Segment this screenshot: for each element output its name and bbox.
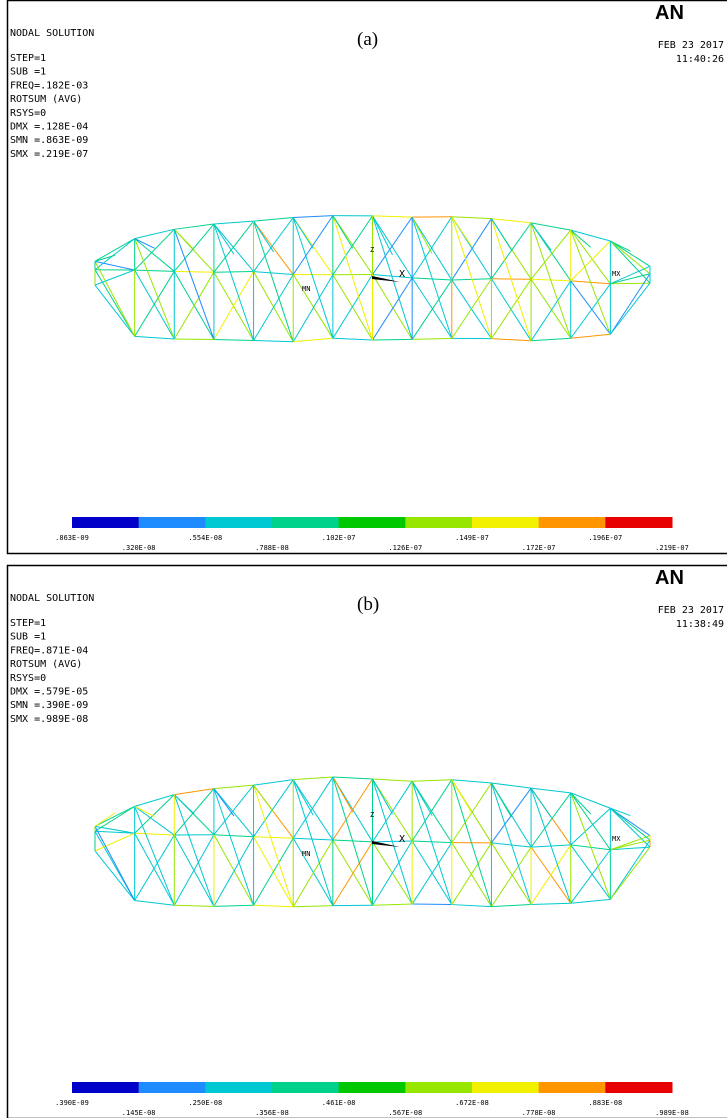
- info-line: SMX =.219E-07: [10, 149, 88, 160]
- axis-x: X: [399, 269, 405, 280]
- info-line: SMN =.863E-09: [10, 135, 88, 146]
- info-line: RSYS=0: [10, 108, 46, 119]
- legend-label: .883E-08: [588, 1099, 622, 1107]
- figure: (a) NODAL SOLUTION STEP=1 SUB =1 FREQ=.182E-…: [0, 0, 727, 1118]
- legend-swatch: [605, 517, 672, 528]
- legend-label: .567E-08: [388, 1109, 422, 1117]
- legend-label: .102E-07: [322, 534, 356, 542]
- date: FEB 23 2017: [658, 605, 724, 616]
- max-label: MX: [612, 270, 621, 278]
- info-line: ROTSUM (AVG): [10, 94, 82, 105]
- axis-z: Z: [370, 811, 374, 819]
- legend-swatch: [472, 1082, 539, 1093]
- mesh-edge: [373, 339, 413, 340]
- min-label: MN: [302, 285, 310, 293]
- legend-label: .172E-07: [522, 544, 556, 552]
- info-line: SMN =.390E-09: [10, 700, 88, 711]
- heading: NODAL SOLUTION: [10, 28, 94, 39]
- legend-swatch: [205, 1082, 272, 1093]
- legend-label: .196E-07: [588, 534, 622, 542]
- date: FEB 23 2017: [658, 40, 724, 51]
- info-line: ROTSUM (AVG): [10, 659, 82, 670]
- legend-label: .554E-08: [188, 534, 222, 542]
- mesh-edge: [412, 904, 452, 905]
- info-line: FREQ=.182E-03: [10, 80, 88, 91]
- legend-label: .320E-08: [122, 544, 156, 552]
- legend-swatch: [72, 1082, 139, 1093]
- mesh-edge: [214, 272, 254, 273]
- info-line: STEP=1: [10, 618, 46, 629]
- legend-label: .250E-08: [188, 1099, 222, 1107]
- time: 11:38:49: [676, 619, 724, 630]
- legend-swatch: [139, 1082, 206, 1093]
- legend-label: .356E-08: [255, 1109, 289, 1117]
- time: 11:40:26: [676, 54, 724, 65]
- legend-label: .989E-08: [655, 1109, 689, 1117]
- legend-swatch: [472, 517, 539, 528]
- legend-swatch: [272, 1082, 339, 1093]
- logo: AN: [655, 567, 684, 589]
- panel: (a) NODAL SOLUTION STEP=1 SUB =1 FREQ=.182E-…: [8, 1, 727, 554]
- info-line: SUB =1: [10, 632, 46, 643]
- legend-label: .863E-09: [55, 534, 89, 542]
- info-line: STEP=1: [10, 53, 46, 64]
- axis-z: Z: [370, 246, 374, 254]
- legend-swatch: [72, 517, 139, 528]
- legend-label: .461E-08: [322, 1099, 356, 1107]
- panel-label: (a): [357, 29, 378, 50]
- info-line: RSYS=0: [10, 673, 46, 684]
- legend-swatch: [339, 1082, 406, 1093]
- legend-label: .788E-08: [255, 544, 289, 552]
- info-line: DMX =.128E-04: [10, 122, 88, 133]
- heading: NODAL SOLUTION: [10, 593, 94, 604]
- max-label: MX: [612, 835, 621, 843]
- legend-label: .778E-08: [522, 1109, 556, 1117]
- legend-label: .219E-07: [655, 544, 689, 552]
- legend-label: .126E-07: [388, 544, 422, 552]
- min-label: MN: [302, 850, 310, 858]
- info-line: SUB =1: [10, 67, 46, 78]
- legend-swatch: [539, 1082, 606, 1093]
- logo: AN: [655, 2, 684, 24]
- info-line: FREQ=.871E-04: [10, 645, 88, 656]
- legend-swatch: [405, 1082, 472, 1093]
- legend-swatch: [272, 517, 339, 528]
- legend-label: .672E-08: [455, 1099, 489, 1107]
- info-line: DMX =.579E-05: [10, 687, 88, 698]
- legend-swatch: [339, 517, 406, 528]
- legend-label: .149E-07: [455, 534, 489, 542]
- legend-swatch: [405, 517, 472, 528]
- axis-x: X: [399, 834, 405, 845]
- legend-swatch: [139, 517, 206, 528]
- info-line: SMX =.989E-08: [10, 714, 88, 725]
- legend-label: .145E-08: [122, 1109, 156, 1117]
- panel-label: (b): [357, 594, 379, 615]
- legend-swatch: [605, 1082, 672, 1093]
- legend-label: .390E-09: [55, 1099, 89, 1107]
- panel: (b) NODAL SOLUTION STEP=1 SUB =1 FREQ=.871E-…: [8, 566, 727, 1118]
- legend-swatch: [205, 517, 272, 528]
- legend-swatch: [539, 517, 606, 528]
